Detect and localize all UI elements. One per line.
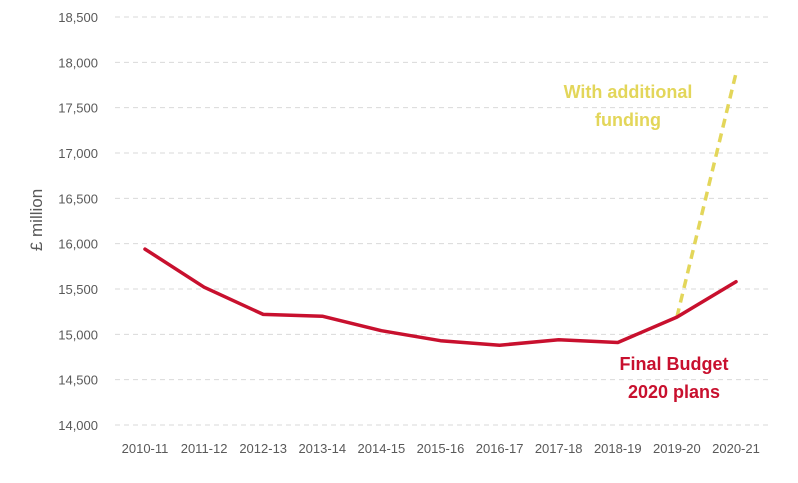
y-tick-label: 16,500 <box>58 191 98 206</box>
series-label-line: Final Budget <box>620 354 729 374</box>
x-tick-label: 2016-17 <box>476 441 524 456</box>
y-tick-label: 15,000 <box>58 327 98 342</box>
series-line <box>675 72 738 318</box>
y-tick-label: 16,000 <box>58 237 98 252</box>
x-tick-label: 2015-16 <box>417 441 465 456</box>
x-tick-label: 2010-11 <box>122 441 169 456</box>
x-tick-label: 2018-19 <box>594 441 642 456</box>
series-lines <box>143 72 738 347</box>
series-label-line: funding <box>595 110 661 130</box>
y-axis-label: £ million <box>27 189 46 251</box>
y-tick-label: 18,500 <box>58 10 98 25</box>
series-labels: Final Budget 2020 plans With additional fun… <box>564 82 729 402</box>
x-tick-label: 2019-20 <box>653 441 701 456</box>
y-tick-label: 14,000 <box>58 418 98 433</box>
y-axis-ticks: 14,000 14,500 15,000 15,500 16,000 16,500 17,0… <box>58 10 98 433</box>
x-tick-label: 2012-13 <box>239 441 287 456</box>
y-tick-label: 18,000 <box>58 55 98 70</box>
x-tick-label: 2020-21 <box>712 441 760 456</box>
x-axis-ticks: 2010-11 2011-12 2012-13 2013-14 2014-15 2015-… <box>122 441 760 456</box>
y-tick-label: 15,500 <box>58 282 98 297</box>
series-label: With additional funding <box>564 82 693 130</box>
series-label-line: With additional <box>564 82 693 102</box>
y-tick-label: 17,000 <box>58 146 98 161</box>
series-label: Final Budget 2020 plans <box>620 354 729 402</box>
grid-lines <box>115 16 772 426</box>
x-tick-label: 2017-18 <box>535 441 583 456</box>
y-tick-label: 14,500 <box>58 373 98 388</box>
y-tick-label: 17,500 <box>58 101 98 116</box>
x-tick-label: 2014-15 <box>358 441 406 456</box>
series-line <box>143 247 738 347</box>
series-label-line: 2020 plans <box>628 382 720 402</box>
x-tick-label: 2013-14 <box>298 441 346 456</box>
x-tick-label: 2011-12 <box>181 441 228 456</box>
